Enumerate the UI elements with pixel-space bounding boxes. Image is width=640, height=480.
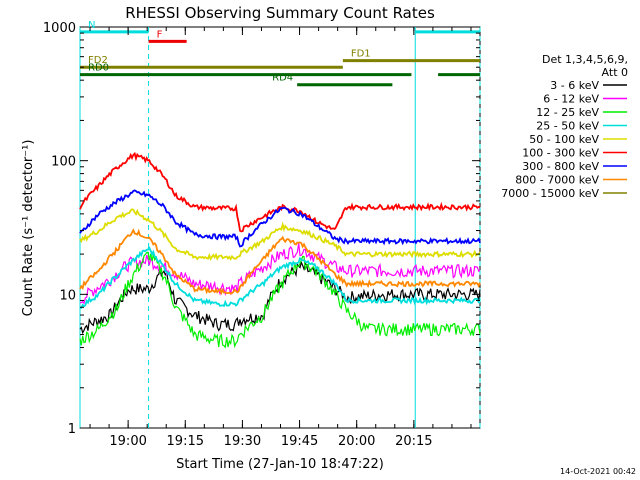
x-tick-label-1: 19:15 (167, 434, 204, 449)
chart-title: RHESSI Observing Summary Count Rates (125, 4, 435, 22)
series-line-6 (79, 189, 481, 248)
x-axis-label: Start Time (27-Jan-10 18:47:22) (176, 457, 384, 472)
x-tick-label-0: 19:00 (109, 434, 146, 449)
x-tick-label-3: 19:45 (281, 434, 318, 449)
legend-label-4: 50 - 100 keV (529, 133, 599, 146)
legend-header-1: Att 0 (602, 66, 628, 79)
series-line-2 (79, 251, 481, 349)
series-line-3 (79, 246, 481, 310)
state-bar-label-0: N (88, 20, 95, 31)
series-line-5 (79, 151, 481, 233)
y-tick-label-2: 100 (51, 155, 76, 170)
state-bar-label-3: FD1 (351, 49, 371, 60)
legend-label-7: 800 - 7000 keV (515, 174, 599, 187)
x-tick-label-4: 20:00 (338, 434, 375, 449)
y-tick-label-0: 1 (68, 422, 76, 437)
legend-label-0: 3 - 6 keV (550, 79, 599, 92)
legend-header-0: Det 1,3,4,5,6,9, (542, 53, 628, 66)
y-tick-label-3: 1000 (43, 21, 76, 36)
legend-label-3: 25 - 50 keV (536, 120, 599, 133)
legend-label-1: 6 - 12 keV (543, 93, 599, 106)
legend-label-5: 100 - 300 keV (522, 147, 599, 160)
x-tick-label-2: 19:30 (224, 434, 261, 449)
x-tick-label-5: 20:15 (395, 434, 432, 449)
footer-timestamp: 14-Oct-2021 00:42 (560, 467, 636, 476)
y-axis-label: Count Rate (s⁻¹ detector⁻¹) (21, 140, 36, 317)
axes: 1 10 100 1000 19:00 19:15 19:30 19:45 20:00 20:15 (43, 21, 480, 449)
vertical-markers (79, 27, 481, 428)
state-bar-label-4: FD2 (88, 55, 108, 66)
state-bar-label-2: F (157, 29, 163, 40)
series-line-7 (79, 228, 481, 296)
legend-label-6: 300 - 800 keV (522, 160, 599, 173)
legend-label-2: 12 - 25 keV (536, 106, 599, 119)
y-tick-label-1: 10 (59, 288, 76, 303)
plot-border (79, 26, 481, 429)
state-bar-label-5: RD0 (88, 63, 109, 74)
legend-label-8: 7000 - 15000 keV (501, 187, 599, 200)
series-line-1 (79, 243, 481, 305)
series-line-4 (79, 208, 481, 261)
series-lines (79, 151, 481, 349)
state-bar-label-7: RD4 (272, 73, 293, 84)
plot-frame (79, 26, 481, 429)
